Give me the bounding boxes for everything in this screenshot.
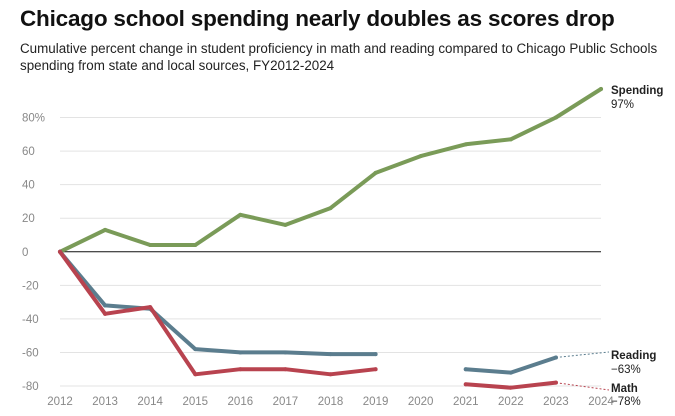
data-point-reading bbox=[283, 350, 288, 355]
spending-value-label: 97% bbox=[611, 99, 634, 111]
data-point-reading bbox=[193, 347, 198, 352]
y-tick-label: 60 bbox=[22, 146, 35, 158]
data-point-reading bbox=[238, 350, 243, 355]
reading-leader-line bbox=[555, 351, 610, 358]
data-point-spending bbox=[508, 137, 513, 142]
data-point-math bbox=[373, 367, 378, 372]
x-tick-label: 2021 bbox=[453, 396, 479, 408]
data-point-math bbox=[58, 249, 62, 254]
x-tick-label: 2012 bbox=[47, 396, 73, 408]
chart-title: Chicago school spending nearly doubles a… bbox=[20, 6, 615, 31]
spending-label: Spending bbox=[611, 85, 663, 97]
data-point-spending bbox=[193, 243, 198, 248]
y-tick-label: -60 bbox=[22, 347, 39, 359]
x-tick-label: 2023 bbox=[543, 396, 569, 408]
data-point-reading bbox=[103, 303, 108, 308]
data-point-spending bbox=[599, 86, 603, 91]
y-tick-label: -80 bbox=[22, 381, 39, 393]
series-line-reading bbox=[463, 355, 558, 375]
end-labels: Spending 97% Reading −63% Math−78% bbox=[555, 85, 663, 408]
x-tick-label: 2020 bbox=[408, 396, 434, 408]
chart-subtitle: Cumulative percent change in student pro… bbox=[20, 41, 658, 73]
data-point-math bbox=[103, 311, 108, 316]
data-point-spending bbox=[418, 154, 423, 159]
data-point-reading bbox=[508, 370, 513, 375]
data-point-math bbox=[148, 305, 153, 310]
data-point-math bbox=[508, 385, 513, 390]
data-point-spending bbox=[103, 227, 108, 232]
y-tick-label: -20 bbox=[22, 280, 39, 292]
y-tick-label: 20 bbox=[22, 213, 35, 225]
series-lines bbox=[58, 86, 603, 390]
data-point-reading bbox=[328, 352, 333, 357]
data-point-reading bbox=[463, 367, 468, 372]
data-point-spending bbox=[328, 206, 333, 211]
data-point-math bbox=[283, 367, 288, 372]
data-point-spending bbox=[373, 170, 378, 175]
x-tick-label: 2019 bbox=[363, 396, 389, 408]
math-value-label: −78% bbox=[611, 396, 641, 408]
x-tick-label: 2016 bbox=[228, 396, 254, 408]
reading-label: Reading bbox=[611, 350, 656, 362]
x-tick-label: 2015 bbox=[182, 396, 208, 408]
y-tick-label: -40 bbox=[22, 314, 39, 326]
series-line-reading bbox=[58, 249, 378, 357]
x-tick-label: 2013 bbox=[92, 396, 118, 408]
data-point-math bbox=[328, 372, 333, 377]
x-axis-ticks: 2012 2013 2014 2015 2016 2017 2018 2019 2020 2021… bbox=[47, 396, 614, 408]
data-point-spending bbox=[463, 142, 468, 147]
math-label: Math bbox=[611, 383, 638, 395]
x-tick-label: 2024 bbox=[588, 396, 614, 408]
data-point-math bbox=[193, 372, 198, 377]
data-point-spending bbox=[148, 243, 153, 248]
data-point-spending bbox=[553, 115, 558, 120]
grid-lines bbox=[60, 117, 601, 387]
data-point-spending bbox=[238, 212, 243, 217]
data-point-reading bbox=[373, 352, 378, 357]
series-line-spending bbox=[58, 87, 603, 254]
reading-value-label: −63% bbox=[611, 364, 641, 376]
y-tick-label: 80% bbox=[22, 113, 45, 125]
x-tick-label: 2018 bbox=[318, 396, 344, 408]
math-leader-line bbox=[555, 382, 610, 391]
data-point-spending bbox=[283, 222, 288, 227]
data-point-math bbox=[238, 367, 243, 372]
data-point-math bbox=[463, 382, 468, 387]
x-tick-label: 2022 bbox=[498, 396, 524, 408]
series-line-math bbox=[58, 249, 378, 377]
y-tick-label: 0 bbox=[22, 247, 28, 259]
y-tick-label: 40 bbox=[22, 180, 35, 192]
x-tick-label: 2014 bbox=[137, 396, 163, 408]
x-tick-label: 2017 bbox=[273, 396, 299, 408]
y-axis-ticks: 80% 60 40 20 0 -20 -40 -60 -80 bbox=[22, 113, 45, 394]
